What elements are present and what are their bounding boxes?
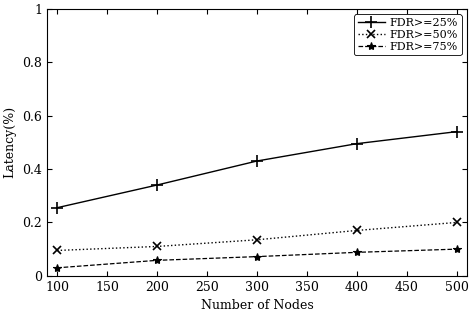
FDR>=25% — [254, 159, 260, 163]
Line: FDR>=50%: FDR>=50% — [53, 218, 461, 255]
FDR>=75% — [54, 266, 60, 270]
Line: FDR>=75%: FDR>=75% — [53, 245, 461, 272]
Y-axis label: Latency(%): Latency(%) — [4, 106, 17, 178]
FDR>=75% — [354, 251, 360, 254]
Legend: FDR>=25%, FDR>=50%, FDR>=75%: FDR>=25%, FDR>=50%, FDR>=75% — [354, 14, 462, 55]
FDR>=50% — [154, 245, 160, 248]
FDR>=50% — [454, 221, 460, 224]
FDR>=25% — [354, 142, 360, 146]
FDR>=75% — [254, 255, 260, 258]
X-axis label: Number of Nodes: Number of Nodes — [201, 299, 313, 312]
FDR>=75% — [154, 258, 160, 262]
FDR>=50% — [54, 249, 60, 252]
FDR>=50% — [254, 238, 260, 242]
FDR>=25% — [54, 206, 60, 210]
FDR>=75% — [454, 247, 460, 251]
FDR>=25% — [154, 183, 160, 187]
FDR>=50% — [354, 228, 360, 232]
FDR>=25% — [454, 130, 460, 133]
Line: FDR>=25%: FDR>=25% — [52, 126, 463, 213]
